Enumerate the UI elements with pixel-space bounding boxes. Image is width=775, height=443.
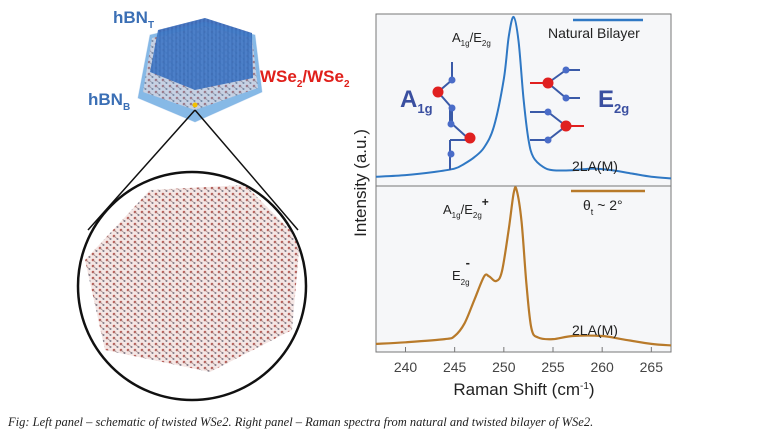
x-tick-label: 265 (640, 359, 664, 375)
raman-chart: 240 245 250 255 260 265 A1g/E2g Natural Bilay… (351, 13, 672, 399)
peak-label-bottom: A1g/E2g+ (443, 195, 489, 220)
x-tick-label: 250 (492, 359, 516, 375)
hbn-top-layer (150, 18, 253, 90)
x-tick-label: 240 (394, 359, 418, 375)
focus-point (192, 102, 198, 108)
hbn-top-outline (137, 21, 263, 123)
series-twisted-bilayer-line (375, 186, 672, 347)
second-order-label-top: 2LA(M) (572, 158, 618, 174)
figure-caption: Fig: Left panel – schematic of twisted W… (8, 415, 594, 429)
hbn-top-label: hBNT (113, 8, 154, 31)
x-axis-label: Raman Shift (cm-1) (453, 380, 594, 399)
zoom-line-right (194, 109, 299, 231)
a1g-vibration-icon (432, 62, 476, 170)
y-axis-label: Intensity (a.u.) (351, 129, 370, 237)
hbn-bottom-label: hBNB (88, 90, 130, 113)
mode-a1g-label: A1g (400, 86, 433, 116)
wse2-label: WSe2/WSe2 (260, 67, 350, 90)
lattice-closeup (85, 185, 300, 372)
shoulder-label: E2g- (452, 255, 470, 287)
x-tick-label: 260 (590, 359, 614, 375)
peak-label-top: A1g/E2g (452, 30, 491, 48)
legend-natural-bilayer: Natural Bilayer (548, 25, 640, 41)
series-natural-bilayer-line (375, 15, 672, 180)
panel-bottom-frame (375, 185, 672, 353)
legend-twisted-bilayer: θt ~ 2° (583, 197, 623, 217)
x-tick-label: 255 (541, 359, 565, 375)
e2g-vibration-icon (530, 66, 584, 144)
heterostructure-schematic: hBNT hBNB WSe2/WSe2 (76, 8, 350, 402)
second-order-label-bottom: 2LA(M) (572, 322, 618, 338)
mode-e2g-label: E2g (598, 86, 629, 116)
x-tick-label: 245 (443, 359, 467, 375)
